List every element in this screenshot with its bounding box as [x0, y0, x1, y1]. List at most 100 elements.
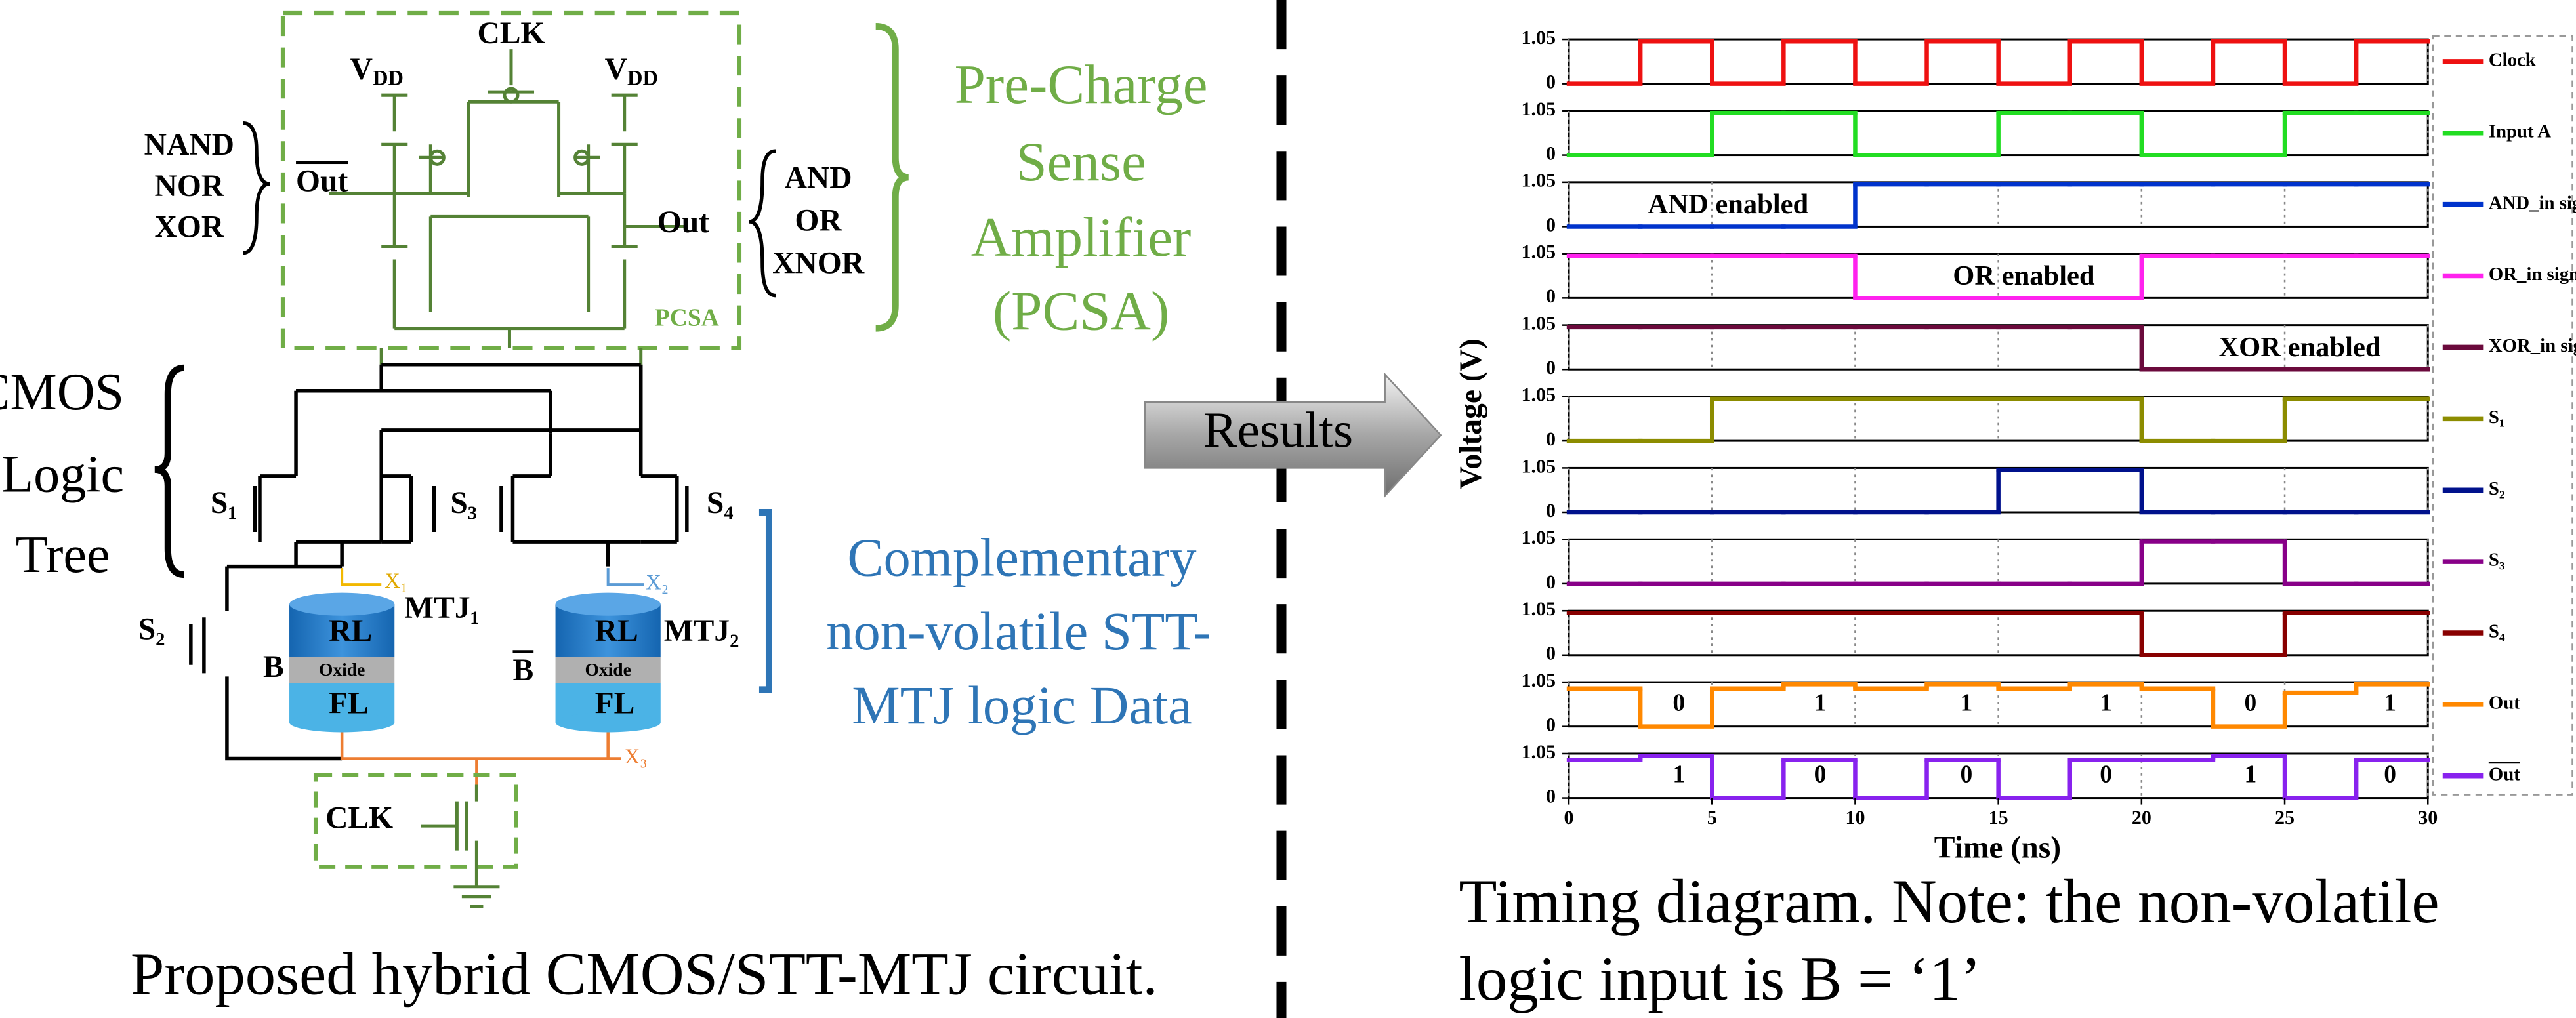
level-label: 1 — [1960, 690, 1972, 717]
y-tick-label: 0 — [1546, 285, 1556, 307]
y-tick-label: 0 — [1546, 214, 1556, 235]
x2-label: X₂ — [646, 571, 669, 595]
circuit: CLK VDD VDD NAND NOR XOR Out Out AND OR … — [0, 10, 1211, 1008]
clk-transistor — [421, 784, 500, 908]
vdd-sub: DD — [373, 67, 404, 91]
bracket — [875, 23, 909, 332]
y-tick-label: 0 — [1546, 785, 1556, 807]
rl-label: RL — [595, 614, 638, 648]
pcsa-tag: PCSA — [655, 305, 719, 332]
level-label: 0 — [1814, 762, 1827, 788]
legend-label: S₄ — [2489, 621, 2505, 642]
fl-label: FL — [595, 686, 635, 720]
output-label: OR — [795, 203, 842, 237]
brace — [154, 364, 185, 579]
legend-label: S₂ — [2489, 478, 2505, 499]
level-label: 0 — [1672, 690, 1685, 717]
legend-label: S₃ — [2489, 550, 2505, 571]
level-label: 1 — [2384, 690, 2396, 717]
arrow-label: Results — [1203, 401, 1354, 458]
x-tick-label: 5 — [1707, 807, 1717, 828]
pcsa-label: (PCSA) — [993, 281, 1170, 342]
y-tick-label: 1.05 — [1521, 241, 1556, 263]
vdd-base: V — [350, 52, 373, 87]
output-label: NOR — [155, 169, 224, 203]
x3-label: X₃ — [625, 745, 648, 769]
timing-chart: Voltage (V) Time (ns) 0 1.05 Clock 0 1.05 Inp… — [1454, 27, 2576, 865]
brace — [749, 149, 776, 298]
level-label: 0 — [2384, 762, 2396, 788]
output-label: NAND — [144, 128, 234, 162]
pcsa-wires — [329, 49, 687, 365]
y-tick-label: 1.05 — [1521, 98, 1556, 120]
logic-tree-label: Logic — [1, 445, 124, 503]
level-label: 1 — [1814, 690, 1827, 717]
pcsa-label: Amplifier — [971, 207, 1192, 268]
y-tick-label: 1.05 — [1521, 741, 1556, 763]
y-tick-label: 0 — [1546, 714, 1556, 736]
x-tick-label: 10 — [1845, 807, 1865, 828]
y-tick-label: 1.05 — [1521, 527, 1556, 548]
switch-label: S₃ — [450, 486, 477, 520]
y-tick-label: 0 — [1546, 643, 1556, 664]
level-label: 1 — [1672, 762, 1685, 788]
pcsa-label: Sense — [1016, 131, 1146, 193]
level-label: 1 — [2100, 690, 2112, 717]
mtj-data-label: MTJ logic Data — [852, 675, 1192, 735]
results-arrow — [1144, 372, 1442, 499]
legend-label: Clock — [2489, 49, 2536, 70]
legend-label: Out — [2489, 764, 2520, 784]
y-tick-label: 1.05 — [1521, 598, 1556, 620]
x-axis-label: Time (ns) — [1934, 831, 2061, 865]
y-tick-label: 0 — [1546, 428, 1556, 450]
oxide-label: Oxide — [585, 659, 631, 680]
annotation: XOR enabled — [2218, 332, 2380, 363]
x1-label: X₁ — [384, 569, 407, 593]
legend-label: S₁ — [2489, 407, 2505, 428]
y-tick-label: 0 — [1546, 357, 1556, 378]
out-label: Out — [657, 205, 709, 239]
mtj — [289, 592, 661, 733]
fl-label: FL — [329, 686, 369, 720]
legend-label: Input A — [2489, 121, 2551, 142]
output-label: AND — [785, 161, 852, 195]
b-label: B — [263, 650, 284, 684]
x-tick-label: 0 — [1564, 807, 1574, 828]
legend-label: AND_in signal — [2489, 192, 2576, 213]
y-tick-label: 0 — [1546, 571, 1556, 593]
legend-box — [2432, 35, 2573, 796]
x-tick-label: 20 — [2132, 807, 2151, 828]
y-tick-label: 1.05 — [1521, 455, 1556, 477]
switch-label: S₄ — [707, 486, 734, 520]
vdd-base: V — [605, 52, 627, 87]
x-tick-label: 15 — [1989, 807, 2008, 828]
level-label: 0 — [2100, 762, 2112, 788]
mtj-data-label: non-volatile STT- — [826, 601, 1211, 661]
y-tick-label: 0 — [1546, 71, 1556, 93]
logic-tree-label: CMOS — [0, 363, 124, 421]
y-tick-label: 1.05 — [1521, 27, 1556, 49]
mtj-label: MTJ₁ — [404, 591, 480, 625]
level-label: 0 — [1960, 762, 1972, 788]
output-label: XNOR — [772, 246, 865, 280]
x1-arrow — [341, 568, 382, 586]
annotation: OR enabled — [1953, 260, 2095, 291]
rl-label: RL — [329, 614, 372, 648]
caption: Proposed hybrid CMOS/STT-MTJ circuit. — [131, 941, 1158, 1008]
y-tick-label: 1.05 — [1521, 170, 1556, 192]
vdd-sub: DD — [627, 67, 658, 91]
y-tick-label: 1.05 — [1521, 313, 1556, 335]
legend-label: XOR_in signal — [2489, 335, 2576, 356]
x3-wire — [340, 732, 621, 785]
y-tick-label: 1.05 — [1521, 670, 1556, 691]
b-bar-label: B — [512, 653, 533, 687]
annotation: AND enabled — [1648, 189, 1809, 220]
timing-caption: logic input is B = ‘1’ — [1459, 944, 1981, 1013]
mtj-label: MTJ₂ — [664, 614, 739, 648]
logic-tree-label: Tree — [16, 526, 110, 584]
out-bar-label: Out — [296, 164, 348, 198]
y-tick-label: 1.05 — [1521, 384, 1556, 405]
switch-label: S₂ — [138, 613, 165, 647]
clk-label: CLK — [325, 802, 393, 836]
